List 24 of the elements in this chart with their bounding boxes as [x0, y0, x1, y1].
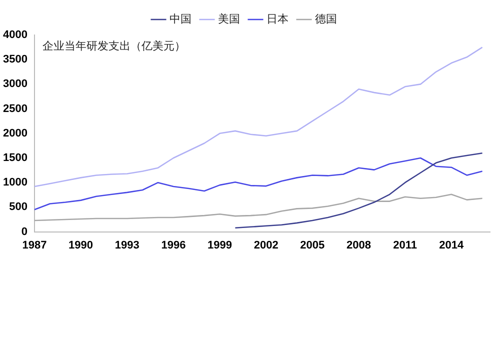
x-tick-label: 2014 [439, 239, 465, 252]
x-tick-label: 1987 [22, 239, 47, 252]
x-tick-label: 2002 [254, 239, 278, 252]
y-tick-label: 1500 [2, 152, 28, 164]
legend-label: 美国 [218, 12, 240, 26]
x-tick-label: 1993 [114, 239, 140, 252]
legend-label: 日本 [266, 12, 288, 26]
y-tick-label: 0 [21, 226, 28, 238]
y-tick-label: 3000 [2, 78, 28, 90]
legend-label: 中国 [170, 12, 192, 26]
x-tick-label: 1996 [161, 239, 186, 252]
x-tick-label: 2005 [300, 239, 325, 252]
x-tick-label: 1990 [68, 239, 94, 252]
y-tick-label: 500 [9, 201, 28, 214]
y-tick-label: 4000 [2, 29, 28, 42]
x-tick-label: 2008 [346, 239, 371, 252]
legend-label: 德国 [315, 14, 337, 26]
x-tick-label: 1999 [208, 239, 232, 252]
x-tick-label: 2011 [393, 239, 418, 252]
y-tick-label: 2000 [2, 127, 28, 140]
y-tick-label: 2500 [2, 102, 28, 115]
annotation: 企业当年研发支出（亿美元） [42, 39, 186, 52]
y-tick-label: 3500 [2, 54, 28, 66]
y-tick-label: 1000 [2, 176, 28, 189]
